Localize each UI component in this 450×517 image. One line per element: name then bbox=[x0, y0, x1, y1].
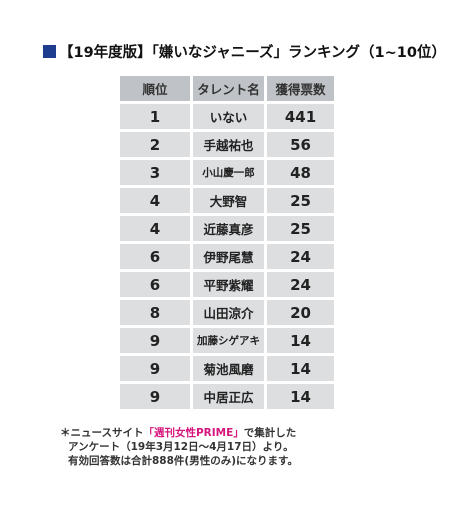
square-bullet-icon bbox=[43, 44, 56, 58]
table-row: 9 中居正広 14 bbox=[120, 384, 334, 409]
chart-title: 【19年度版】「嫌いなジャニーズ」ランキング（1~10位） bbox=[59, 44, 446, 61]
table-row: 2 手越祐也 56 bbox=[120, 132, 334, 157]
name-cell: いない bbox=[190, 104, 264, 129]
table-row: 6 平野紫耀 24 bbox=[120, 272, 334, 297]
rank-cell: 4 bbox=[120, 188, 190, 213]
rank-cell: 4 bbox=[120, 216, 190, 241]
header-votes: 獲得票数 bbox=[264, 76, 334, 101]
name-cell: 中居正広 bbox=[190, 384, 264, 409]
rank-cell: 6 bbox=[120, 272, 190, 297]
name-cell: 伊野尾慧 bbox=[190, 244, 264, 269]
header-rank: 順位 bbox=[120, 76, 190, 101]
table-row: 3 小山慶一郎 48 bbox=[120, 160, 334, 185]
table-row: 9 菊池風磨 14 bbox=[120, 356, 334, 381]
ranking-table: 順位 タレント名 獲得票数 1 いない 441 2 手越祐也 56 3 小山慶一郎 48 4 大野智… bbox=[120, 73, 334, 412]
name-cell: 菊池風磨 bbox=[190, 356, 264, 381]
footnote-line-1: ＊ニュースサイト「週刊女性PRIME」で集計した bbox=[60, 426, 410, 440]
footnote-prefix: ＊ニュースサイト bbox=[60, 427, 144, 439]
rank-cell: 8 bbox=[120, 300, 190, 325]
chart-title-block: 【19年度版】「嫌いなジャニーズ」ランキング（1~10位） bbox=[43, 40, 446, 62]
table-row: 8 山田涼介 20 bbox=[120, 300, 334, 325]
rank-cell: 1 bbox=[120, 104, 190, 129]
name-cell: 近藤真彦 bbox=[190, 216, 264, 241]
table-row: 1 いない 441 bbox=[120, 104, 334, 129]
table-row: 4 大野智 25 bbox=[120, 188, 334, 213]
votes-cell: 25 bbox=[264, 216, 334, 241]
votes-cell: 14 bbox=[264, 384, 334, 409]
votes-cell: 24 bbox=[264, 272, 334, 297]
votes-cell: 14 bbox=[264, 328, 334, 353]
table-row: 6 伊野尾慧 24 bbox=[120, 244, 334, 269]
magazine-name: 「週刊女性PRIME」 bbox=[143, 427, 244, 439]
footnote-suffix: で集計した bbox=[243, 427, 297, 439]
votes-cell: 441 bbox=[264, 104, 334, 129]
table-row: 9 加藤シゲアキ 14 bbox=[120, 328, 334, 353]
rank-cell: 9 bbox=[120, 328, 190, 353]
rank-cell: 9 bbox=[120, 356, 190, 381]
footnote-line-2: アンケート（19年3月12日～4月17日）より。 bbox=[68, 441, 294, 453]
votes-cell: 20 bbox=[264, 300, 334, 325]
name-cell: 大野智 bbox=[190, 188, 264, 213]
table-row: 4 近藤真彦 25 bbox=[120, 216, 334, 241]
votes-cell: 25 bbox=[264, 188, 334, 213]
footnote-line-3: 有効回答数は合計888件(男性のみ)になります。 bbox=[68, 455, 298, 467]
votes-cell: 56 bbox=[264, 132, 334, 157]
header-name: タレント名 bbox=[190, 76, 264, 101]
rank-cell: 6 bbox=[120, 244, 190, 269]
name-cell: 平野紫耀 bbox=[190, 272, 264, 297]
name-cell: 手越祐也 bbox=[190, 132, 264, 157]
name-cell: 山田涼介 bbox=[190, 300, 264, 325]
votes-cell: 14 bbox=[264, 356, 334, 381]
name-cell: 小山慶一郎 bbox=[190, 160, 264, 185]
table-header-row: 順位 タレント名 獲得票数 bbox=[120, 76, 334, 101]
rank-cell: 9 bbox=[120, 384, 190, 409]
votes-cell: 24 bbox=[264, 244, 334, 269]
table-body: 1 いない 441 2 手越祐也 56 3 小山慶一郎 48 4 大野智 25 4 近藤真彦 25 6 伊野尾慧… bbox=[120, 104, 334, 409]
name-cell: 加藤シゲアキ bbox=[190, 328, 264, 353]
footnote: ＊ニュースサイト「週刊女性PRIME」で集計した アンケート（19年3月12日～… bbox=[60, 426, 410, 468]
rank-cell: 3 bbox=[120, 160, 190, 185]
votes-cell: 48 bbox=[264, 160, 334, 185]
rank-cell: 2 bbox=[120, 132, 190, 157]
